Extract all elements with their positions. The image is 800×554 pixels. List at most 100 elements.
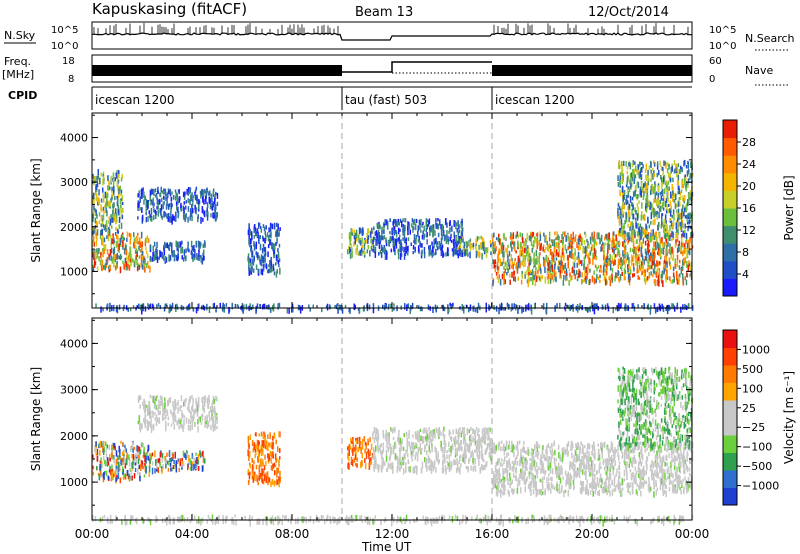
echo-cell [404,218,407,223]
echo-cell [398,447,401,453]
echo-cell [672,209,675,215]
echo-cell [350,461,353,465]
echo-cell [402,237,404,241]
echo-cell [432,306,434,313]
echo-cell [216,192,219,199]
echo-cell [675,226,678,233]
echo-cell [180,417,183,423]
echo-cell [121,234,124,238]
echo-cell [111,468,113,473]
echo-cell [622,231,624,235]
echo-cell [585,245,587,252]
echo-cell [100,457,102,462]
echo-cell [140,464,142,471]
echo-cell [210,205,213,210]
echo-cell [121,214,124,220]
echo-cell [261,247,264,254]
echo-cell [565,268,568,274]
echo-cell [405,241,407,246]
echo-cell [593,231,595,236]
echo-cell [481,437,484,444]
echo-cell [162,254,165,261]
echo-cell [132,453,135,460]
echo-cell [106,457,109,462]
echo-cell [357,234,360,239]
echo-cell [386,442,388,449]
echo-cell [371,227,373,235]
echo-cell [554,263,556,270]
echo-cell [502,244,505,251]
echo-cell [456,237,459,241]
echo-cell [140,244,142,249]
echo-cell [451,248,454,252]
echo-cell [690,261,692,268]
echo-cell [425,222,427,228]
echo-cell [325,305,328,309]
echo-cell [518,256,521,263]
echo-cell [528,262,530,269]
echo-cell [102,476,105,483]
echo-cell [516,265,519,272]
echo-cell [353,448,355,452]
echo-cell [634,207,636,213]
echo-cell [95,184,97,190]
echo-cell [173,257,176,262]
echo-cell [261,256,264,262]
echo-cell [119,477,122,484]
echo-cell [355,445,357,451]
echo-cell [534,239,536,243]
echo-cell [112,202,115,209]
echo-cell [680,221,683,229]
echo-cell [167,460,169,465]
echo-cell [206,419,208,425]
echo-cell [106,249,109,255]
echo-cell [170,216,172,223]
echo-cell [485,427,487,432]
echo-cell [370,460,373,465]
echo-cell [539,267,542,272]
echo-cell [685,240,687,244]
echo-cell [578,268,580,273]
echo-cell [114,471,116,478]
echo-cell [588,256,590,264]
echo-cell [145,250,148,254]
echo-cell [112,189,115,196]
echo-cell [682,211,684,218]
echo-cell [408,430,410,435]
echo-cell [203,401,206,408]
echo-cell [370,238,372,244]
echo-cell [631,196,634,201]
echo-cell [683,247,685,254]
echo-cell [650,203,652,208]
echo-cell [428,465,430,470]
echo-cell [435,427,437,433]
echo-cell [192,308,195,312]
echo-cell [520,253,523,257]
echo-cell [669,246,671,254]
echo-cell [570,276,572,282]
echo-cell [190,464,193,472]
echo-cell [545,307,548,315]
echo-cell [422,221,424,225]
echo-cell [587,252,590,257]
echo-cell [532,270,535,278]
echo-cell [661,303,663,310]
echo-cell [263,253,266,258]
echo-cell [279,478,281,484]
echo-cell [477,446,479,452]
echo-cell [650,236,652,243]
echo-cell [110,243,112,248]
echo-cell [677,208,680,215]
echo-cell [184,191,186,196]
echo-cell [621,176,623,182]
echo-cell [684,159,686,166]
echo-cell [439,219,441,226]
echo-cell [530,308,533,315]
echo-cell [109,249,112,256]
echo-cell [109,224,111,228]
echo-cell [409,229,411,235]
echo-cell [673,198,675,203]
echo-cell [692,172,694,177]
echo-cell [353,235,356,240]
echo-cell [533,257,535,265]
